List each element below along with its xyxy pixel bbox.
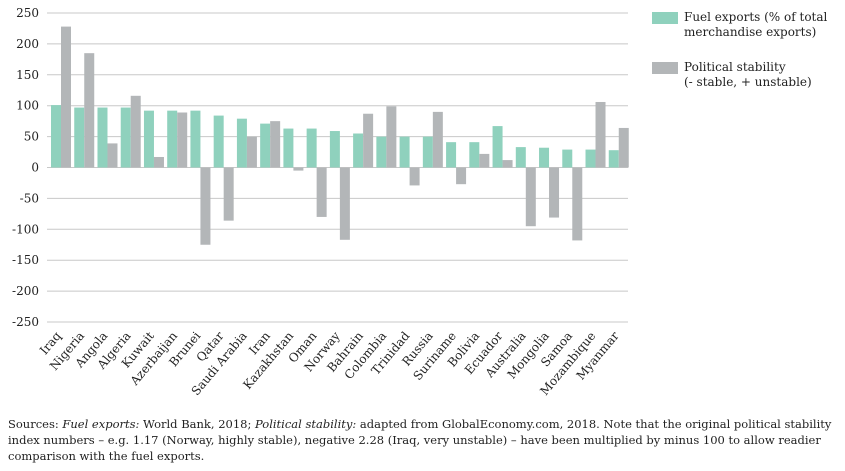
bar-fuel-exports bbox=[353, 133, 364, 168]
bar-fuel-exports bbox=[376, 136, 387, 168]
bar-political-stability bbox=[223, 167, 234, 221]
legend-label-stability-line2: (- stable, + unstable) bbox=[684, 75, 812, 89]
bar-fuel-exports bbox=[446, 142, 457, 168]
bar-political-stability bbox=[432, 111, 443, 168]
bar-fuel-exports bbox=[283, 128, 294, 168]
bar-chart: 250 200 150 100 50 0 -50 -100 -150 -200 -250 IraqN… bbox=[12, 6, 629, 399]
bar-fuel-exports bbox=[260, 123, 271, 168]
bar-fuel-exports bbox=[143, 110, 154, 168]
y-tick-label: 150 bbox=[16, 68, 39, 82]
legend-item-fuel-exports: Fuel exports (% of total merchandise exp… bbox=[652, 10, 842, 40]
bar-fuel-exports bbox=[492, 126, 503, 168]
bar-fuel-exports bbox=[213, 115, 224, 168]
source-fuel-label: Fuel exports: bbox=[62, 417, 140, 431]
bar-fuel-exports bbox=[562, 149, 573, 168]
bar-political-stability bbox=[479, 153, 490, 168]
bar-political-stability bbox=[525, 167, 536, 227]
y-tick-label: -250 bbox=[12, 315, 39, 329]
bar-political-stability bbox=[177, 112, 188, 168]
bar-fuel-exports bbox=[585, 149, 596, 168]
legend-label-fuel-line1: Fuel exports (% of total bbox=[684, 10, 828, 24]
bar-fuel-exports bbox=[608, 150, 619, 168]
y-tick-label: 50 bbox=[24, 130, 39, 144]
legend-label-stability-line1: Political stability bbox=[684, 60, 786, 74]
y-tick-label: -150 bbox=[12, 253, 39, 267]
bar-political-stability bbox=[502, 160, 513, 168]
bar-political-stability bbox=[200, 167, 211, 245]
y-tick-label: -50 bbox=[20, 191, 39, 205]
bar-fuel-exports bbox=[236, 118, 247, 168]
bar-political-stability bbox=[618, 127, 629, 168]
bar-political-stability bbox=[107, 143, 118, 168]
bar-fuel-exports bbox=[329, 131, 340, 168]
y-tick-label: 250 bbox=[16, 6, 39, 20]
legend-label-political-stability: Political stability (- stable, + unstabl… bbox=[684, 60, 812, 90]
y-tick-label: 200 bbox=[16, 37, 39, 51]
bar-political-stability bbox=[363, 113, 374, 168]
bar-fuel-exports bbox=[515, 147, 526, 168]
bar-fuel-exports bbox=[120, 107, 131, 168]
bar-fuel-exports bbox=[539, 147, 550, 168]
bar-political-stability bbox=[293, 167, 304, 171]
source-note: Sources: Fuel exports: World Bank, 2018;… bbox=[8, 416, 840, 464]
source-fuel-text: World Bank, 2018; bbox=[139, 417, 255, 431]
bar-political-stability bbox=[84, 53, 95, 168]
bar-political-stability bbox=[153, 156, 164, 168]
bar-political-stability bbox=[409, 167, 420, 186]
legend-label-fuel-line2: merchandise exports) bbox=[684, 25, 817, 39]
bars bbox=[51, 26, 629, 245]
bar-political-stability bbox=[595, 101, 606, 168]
y-tick-label: 100 bbox=[16, 99, 39, 113]
source-stability-text: adapted from GlobalEconomy.com, 2018. No… bbox=[8, 417, 832, 463]
y-tick-label: -100 bbox=[12, 222, 39, 236]
bar-fuel-exports bbox=[190, 110, 201, 168]
bar-political-stability bbox=[246, 136, 257, 168]
bar-political-stability bbox=[270, 121, 281, 168]
bar-political-stability bbox=[316, 167, 327, 217]
legend-label-fuel-exports: Fuel exports (% of total merchandise exp… bbox=[684, 10, 827, 40]
bar-fuel-exports bbox=[306, 128, 317, 168]
legend-item-political-stability: Political stability (- stable, + unstabl… bbox=[652, 60, 842, 90]
legend-swatch-political-stability bbox=[652, 62, 678, 74]
source-prefix: Sources: bbox=[8, 417, 63, 431]
bar-fuel-exports bbox=[97, 107, 108, 168]
bar-political-stability bbox=[386, 106, 397, 168]
legend: Fuel exports (% of total merchandise exp… bbox=[652, 10, 842, 110]
y-tick-label: -200 bbox=[12, 284, 39, 298]
bar-political-stability bbox=[456, 167, 467, 185]
x-axis-tick-labels: IraqNigeriaAngolaAlgeriaKuwaitAzerbaijan… bbox=[37, 329, 622, 399]
source-stability-label: Political stability: bbox=[255, 417, 357, 431]
bar-political-stability bbox=[549, 167, 560, 218]
bar-fuel-exports bbox=[167, 110, 178, 168]
bar-fuel-exports bbox=[51, 105, 61, 168]
bar-political-stability bbox=[572, 167, 583, 241]
bar-fuel-exports bbox=[399, 136, 410, 168]
bar-fuel-exports bbox=[74, 107, 85, 168]
bar-political-stability bbox=[130, 95, 141, 168]
y-axis-ticks: 250 200 150 100 50 0 -50 -100 -150 -200 -250 bbox=[12, 6, 39, 329]
bar-political-stability bbox=[61, 26, 71, 168]
bar-fuel-exports bbox=[469, 142, 480, 168]
bar-political-stability bbox=[339, 167, 350, 240]
legend-swatch-fuel-exports bbox=[652, 12, 678, 24]
bar-fuel-exports bbox=[422, 136, 433, 168]
y-tick-label: 0 bbox=[31, 161, 39, 175]
